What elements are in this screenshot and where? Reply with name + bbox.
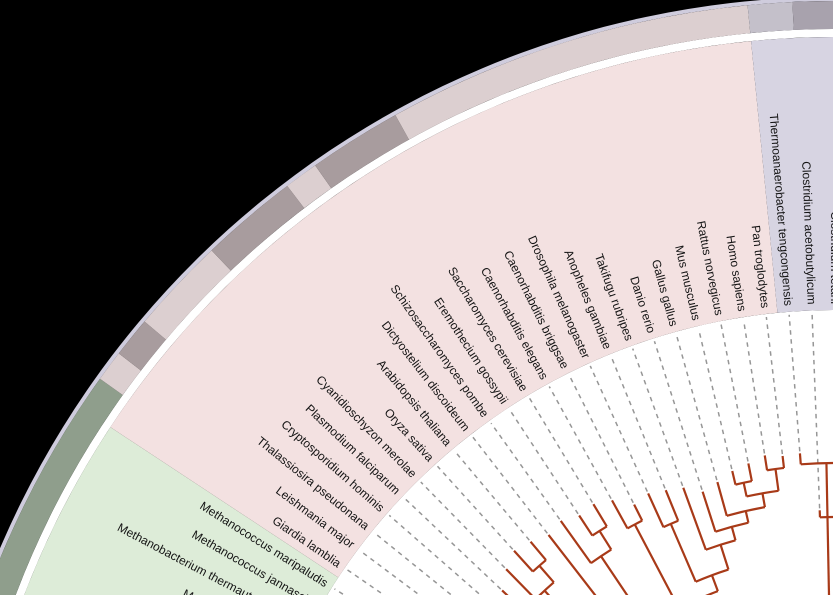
band-segment — [792, 1, 833, 30]
tree-branch-radial — [669, 523, 697, 583]
tree-branch-radial — [505, 568, 533, 595]
band-segment — [99, 353, 141, 396]
species-label: Clostridium acetobutylicum — [799, 161, 819, 305]
band-segment — [0, 378, 123, 595]
tree-branch-radial — [710, 574, 719, 592]
leaf-dash-line — [388, 514, 482, 595]
band-segment — [211, 185, 305, 271]
leaf-dash-line — [742, 319, 766, 454]
tree-branch-radial — [798, 453, 802, 465]
tree-branch-radial — [747, 463, 753, 482]
leaf-dash-line — [811, 313, 821, 509]
tree-branch-radial — [664, 489, 680, 522]
leaf-dash-line — [548, 386, 612, 499]
inner-disc — [327, 310, 833, 595]
tree-branch-radial — [538, 565, 555, 584]
band-segment — [287, 165, 332, 209]
tree-branch-radial — [611, 499, 629, 529]
tree-branch-radial — [701, 491, 717, 533]
tree-branch-arc — [800, 461, 833, 466]
band-segment — [315, 115, 409, 189]
leaf-dash-line — [528, 397, 594, 503]
tree-branch-radial — [578, 514, 594, 537]
band-segment — [395, 5, 751, 140]
leaf-dash-line — [360, 550, 421, 595]
band-segment — [747, 2, 794, 34]
tree-branch-radial — [744, 510, 750, 523]
tree-branch-radial — [825, 463, 831, 595]
tree-branch-radial — [592, 503, 608, 528]
tree-branch-arc — [538, 581, 555, 595]
tree-branch-radial — [774, 468, 780, 491]
leaf-dash-line — [610, 356, 666, 489]
leaf-dash-line — [653, 340, 703, 491]
tree-branch-radial — [763, 455, 769, 471]
tree-branch-radial — [719, 544, 730, 570]
tree-branch-radial — [633, 504, 644, 522]
tree-branch-radial — [682, 487, 707, 551]
leaf-dash-line — [568, 375, 634, 504]
tree-branch-radial — [730, 526, 737, 541]
tree-branch-radial — [547, 534, 597, 595]
leaf-dash-line — [472, 436, 548, 534]
tree-branch-radial — [742, 482, 748, 497]
leaf-dash-line — [697, 328, 733, 470]
band-segment — [144, 250, 231, 340]
leaf-dash-line — [436, 465, 514, 550]
leaf-dash-line — [509, 409, 579, 515]
leaf-dash-line — [632, 348, 684, 487]
tree-branch-arc — [590, 548, 612, 565]
tree-branch-radial — [731, 470, 737, 485]
tree-branch-radial — [513, 550, 534, 573]
leaf-dash-line — [420, 481, 506, 569]
leaf-dash-line — [454, 450, 530, 541]
leaf-dash-line — [490, 422, 561, 520]
sector-bacteria — [751, 37, 833, 313]
leaf-dash-line — [675, 334, 718, 481]
tree-branch-arc — [746, 489, 779, 498]
tree-branch-radial — [559, 520, 592, 564]
species-label: Clostridium tetani — [828, 211, 833, 304]
tree-branch-arc — [819, 515, 833, 519]
tree-branch-radial — [716, 481, 728, 517]
tree-branch-radial — [781, 455, 786, 469]
sector-eukaryota — [110, 41, 778, 578]
tree-branch-radial — [598, 530, 613, 551]
tree-branch-radial — [647, 492, 665, 528]
sector-archaea — [24, 427, 339, 595]
leaf-dash-line — [404, 497, 502, 590]
tree-branch-radial — [529, 540, 547, 561]
tree-branch-radial — [600, 555, 629, 595]
tree-branch-radial — [761, 493, 766, 508]
band-segment — [118, 321, 166, 371]
